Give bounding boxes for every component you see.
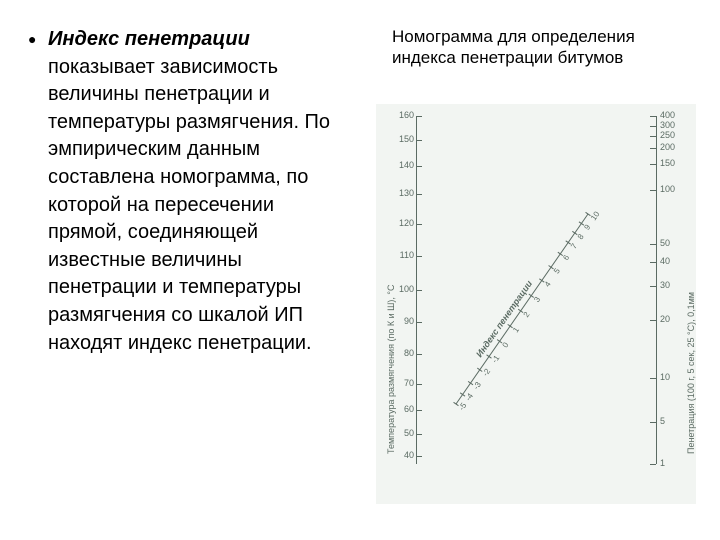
svg-text:5: 5	[552, 266, 562, 275]
bullet-icon: ●	[28, 30, 36, 49]
svg-text:-4: -4	[464, 391, 476, 402]
left-column: ● Индекс пенетрации показывает зависимос…	[48, 26, 348, 357]
svg-text:8: 8	[576, 232, 586, 241]
right-column: Номограмма для определения индекса пенет…	[392, 26, 692, 69]
svg-text:3: 3	[532, 295, 542, 304]
svg-text:7: 7	[569, 241, 579, 250]
svg-text:-3: -3	[472, 380, 484, 391]
svg-text:2: 2	[522, 310, 532, 319]
svg-text:6: 6	[561, 253, 571, 262]
body-continuation: показывает зависимость величины пенетрац…	[48, 56, 330, 354]
svg-text:-1: -1	[490, 353, 502, 364]
svg-text:10: 10	[589, 209, 602, 222]
slide: ● Индекс пенетрации показывает зависимос…	[0, 0, 720, 540]
svg-text:4: 4	[543, 279, 553, 288]
lead-term: Индекс пенетрации	[48, 28, 250, 50]
svg-text:-5: -5	[457, 401, 469, 412]
diagonal-axis: -5-4-3 -2 -1 01234 5 6 78910	[376, 104, 696, 504]
svg-text:-2: -2	[481, 367, 493, 378]
svg-text:0: 0	[501, 340, 511, 349]
nomogram-figure: 160150140130120110100908070605040Темпера…	[376, 104, 696, 504]
nomogram-caption: Номограмма для определения индекса пенет…	[392, 26, 692, 69]
svg-text:9: 9	[582, 222, 592, 231]
svg-text:1: 1	[511, 325, 521, 334]
body-text: ● Индекс пенетрации показывает зависимос…	[48, 26, 348, 357]
